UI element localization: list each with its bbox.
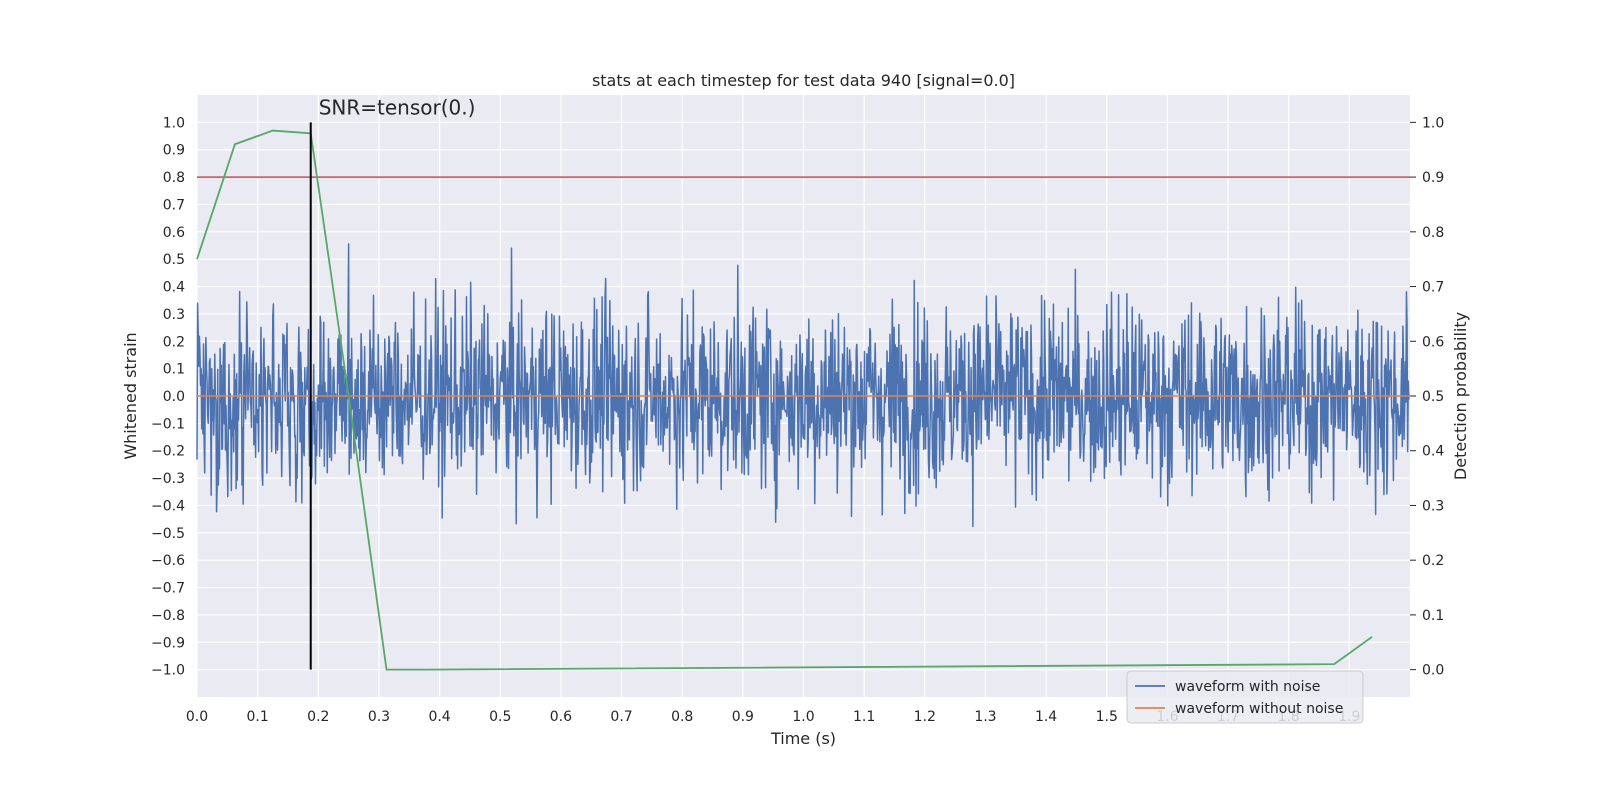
x-tick-label: 0.7: [610, 709, 632, 725]
snr-annotation: SNR=tensor(0.): [319, 95, 476, 119]
y2-tick-label: 0.1: [1422, 608, 1444, 624]
y-tick-label: 1.0: [163, 115, 185, 131]
x-tick-label: 0.4: [428, 709, 450, 725]
x-tick-label: 1.3: [974, 709, 996, 725]
chart-title: stats at each timestep for test data 940…: [592, 71, 1015, 90]
y-tick-label: −0.3: [151, 471, 185, 487]
y-tick-label: −0.1: [151, 416, 185, 432]
y-tick-label: −0.6: [151, 553, 185, 569]
y-tick-label: −0.5: [151, 526, 185, 542]
y2-tick-label: 0.6: [1422, 334, 1444, 350]
x-tick-label: 1.4: [1035, 709, 1057, 725]
legend-label-clean: waveform without noise: [1175, 701, 1343, 717]
y2-tick-label: 0.3: [1422, 498, 1444, 514]
y2-axis-label: Detection probability: [1451, 312, 1470, 480]
x-tick-label: 1.1: [853, 709, 875, 725]
y-tick-label: −0.8: [151, 608, 185, 624]
y-tick-label: −0.2: [151, 444, 185, 460]
y2-axis-ticks: 1.0 0.9 0.8 0.7 0.6 0.5 0.4 0.3 0.2 0.1 0.0: [1410, 115, 1444, 679]
y2-tick-label: 0.4: [1422, 444, 1444, 460]
y2-tick-label: 0.0: [1422, 663, 1444, 679]
x-tick-label: 0.9: [732, 709, 754, 725]
y2-tick-label: 0.8: [1422, 225, 1444, 241]
y-tick-label: 0.0: [163, 389, 185, 405]
y-tick-label: 0.7: [163, 197, 185, 213]
x-tick-label: 0.0: [186, 709, 208, 725]
y-tick-label: 0.5: [163, 252, 185, 268]
y-tick-label: 0.1: [163, 362, 185, 378]
y-axis-label: Whitened strain: [121, 332, 140, 459]
x-tick-label: 1.2: [914, 709, 936, 725]
y-axis-ticks: 1.0 0.9 0.8 0.7 0.6 0.5 0.4 0.3 0.2 0.1 0.0 −0.1 −0.…: [151, 115, 185, 678]
y2-tick-label: 1.0: [1422, 115, 1444, 131]
x-tick-label: 1.5: [1096, 709, 1118, 725]
x-tick-label: 0.2: [307, 709, 329, 725]
series-detection-probability: [196, 129, 1373, 671]
plot-area: [196, 122, 1410, 671]
y-tick-label: −0.7: [151, 581, 185, 597]
y2-tick-label: 0.7: [1422, 280, 1444, 296]
y-tick-label: 0.3: [163, 307, 185, 323]
y-tick-label: 0.6: [163, 225, 185, 241]
y-tick-label: 0.4: [163, 280, 185, 296]
x-tick-label: 0.3: [368, 709, 390, 725]
series-waveform-with-noise: [196, 243, 1410, 528]
legend: waveform with noise waveform without noi…: [1126, 670, 1364, 724]
x-tick-label: 0.8: [671, 709, 693, 725]
legend-label-noise: waveform with noise: [1175, 679, 1320, 695]
y2-tick-label: 0.9: [1422, 170, 1444, 186]
y-tick-label: −1.0: [151, 663, 185, 679]
y-tick-label: 0.8: [163, 170, 185, 186]
y-tick-label: −0.9: [151, 635, 185, 651]
y-tick-label: 0.2: [163, 334, 185, 350]
x-tick-label: 0.1: [247, 709, 269, 725]
y-tick-label: −0.4: [151, 498, 185, 514]
legend-box: [1126, 670, 1364, 724]
x-axis-label: Time (s): [770, 729, 836, 748]
y2-tick-label: 0.5: [1422, 389, 1444, 405]
y2-tick-label: 0.2: [1422, 553, 1444, 569]
x-tick-label: 1.0: [792, 709, 814, 725]
x-tick-label: 0.5: [489, 709, 511, 725]
x-tick-label: 0.6: [550, 709, 572, 725]
y-tick-label: 0.9: [163, 143, 185, 159]
